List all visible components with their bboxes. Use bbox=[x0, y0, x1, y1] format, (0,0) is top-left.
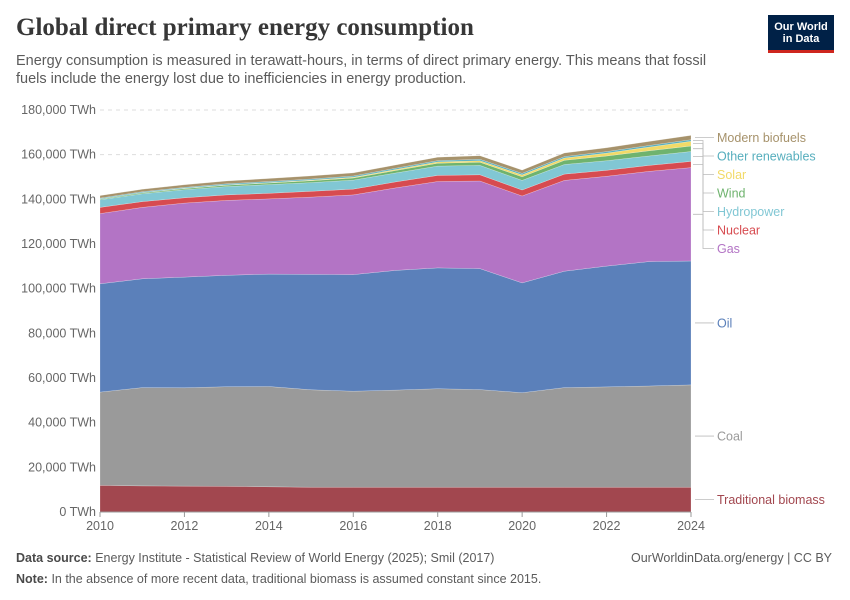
legend-label: Nuclear bbox=[717, 224, 760, 238]
series-area-traditional-biomass bbox=[99, 485, 692, 513]
data-source-line: Data source: Energy Institute - Statisti… bbox=[16, 548, 541, 569]
y-tick-label: 0 TWh bbox=[59, 505, 96, 519]
x-tick-label: 2020 bbox=[508, 519, 536, 533]
legend-label: Wind bbox=[717, 187, 746, 201]
data-source-text[interactable]: Energy Institute - Statistical Review of… bbox=[95, 551, 495, 565]
owid-logo[interactable]: Our World in Data bbox=[768, 15, 834, 53]
series-area-modern-biofuels bbox=[99, 135, 692, 199]
y-tick-label: 80,000 TWh bbox=[28, 326, 96, 340]
series-area-coal bbox=[99, 384, 692, 488]
series-area-oil bbox=[99, 260, 692, 393]
x-tick-label: 2024 bbox=[677, 519, 705, 533]
legend-label: Modern biofuels bbox=[717, 131, 806, 145]
logo-line-2: in Data bbox=[782, 32, 820, 45]
note-line: Note: In the absence of more recent data… bbox=[16, 569, 541, 590]
legend-connector bbox=[693, 164, 714, 231]
x-tick-label: 2016 bbox=[339, 519, 367, 533]
y-tick-label: 20,000 TWh bbox=[28, 460, 96, 474]
legend-label: Coal bbox=[717, 430, 743, 444]
x-tick-label: 2014 bbox=[255, 519, 283, 533]
chart-title: Global direct primary energy consumption bbox=[16, 14, 474, 41]
legend-connector bbox=[693, 140, 714, 157]
logo-line-1: Our World bbox=[774, 20, 828, 33]
legend-label: Oil bbox=[717, 316, 732, 330]
note-text: In the absence of more recent data, trad… bbox=[51, 572, 542, 586]
y-tick-label: 160,000 TWh bbox=[21, 148, 96, 162]
credit-link[interactable]: OurWorldinData.org/energy | CC BY bbox=[630, 551, 832, 565]
chart-footer: Data source: Energy Institute - Statisti… bbox=[16, 548, 541, 590]
x-tick-label: 2012 bbox=[171, 519, 199, 533]
y-tick-label: 100,000 TWh bbox=[21, 282, 96, 296]
chart-subtitle: Energy consumption is measured in terawa… bbox=[16, 53, 707, 87]
x-tick-label: 2010 bbox=[86, 519, 114, 533]
data-source-label: Data source: bbox=[16, 551, 92, 565]
legend-connector bbox=[693, 143, 714, 175]
legend-label: Solar bbox=[717, 168, 746, 182]
legend-label: Other renewables bbox=[717, 150, 816, 164]
y-tick-label: 120,000 TWh bbox=[21, 237, 96, 251]
legend-connector bbox=[693, 148, 714, 194]
y-tick-label: 60,000 TWh bbox=[28, 371, 96, 385]
note-label: Note: bbox=[16, 572, 48, 586]
x-tick-label: 2018 bbox=[424, 519, 452, 533]
y-tick-label: 180,000 TWh bbox=[21, 103, 96, 117]
legend-connector bbox=[693, 213, 714, 249]
y-tick-label: 40,000 TWh bbox=[28, 416, 96, 430]
legend-label: Traditional biomass bbox=[717, 493, 825, 507]
legend-label: Gas bbox=[717, 242, 740, 256]
y-tick-label: 140,000 TWh bbox=[21, 192, 96, 206]
legend-label: Hydropower bbox=[717, 205, 784, 219]
x-tick-label: 2022 bbox=[593, 519, 621, 533]
